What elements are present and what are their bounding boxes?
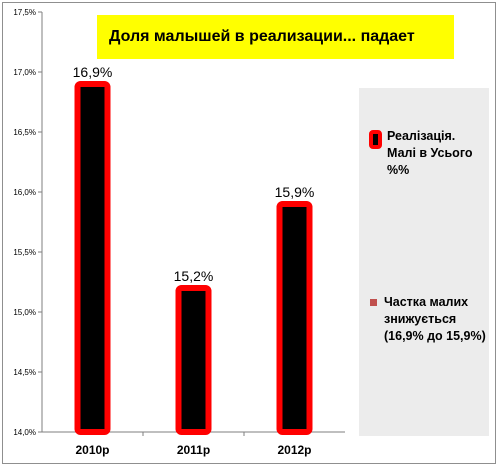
y-tick-label: 16,5% <box>13 128 36 137</box>
bar-value-label: 15,2% <box>174 268 214 284</box>
legend-label-sales-share: Реалізація. Малі в Усього %% <box>387 129 473 177</box>
x-axis: 2010р 2011р 2012р <box>42 431 345 457</box>
legend-item-sales-share: Реалізація. Малі в Усього %% <box>369 128 487 179</box>
x-category-label: 2011р <box>177 443 210 457</box>
bars <box>74 81 313 435</box>
x-category-label: 2010р <box>75 443 109 457</box>
legend-item-share-decline: Частка малих знижується (16,9% до 15,9%) <box>369 294 488 345</box>
legend-label-share-decline: Частка малих знижується (16,9% до 15,9%) <box>384 295 486 343</box>
x-category-label: 2012р <box>277 443 311 457</box>
legend-swatch-square-icon <box>370 299 377 306</box>
y-tick-label: 14,0% <box>13 428 36 437</box>
y-tick-label: 15,0% <box>13 308 36 317</box>
y-tick-label: 17,5% <box>13 8 36 17</box>
bar <box>175 285 212 435</box>
bar <box>74 81 111 435</box>
bar <box>276 201 313 435</box>
y-tick-label: 17,0% <box>13 68 36 77</box>
y-tick-label: 16,0% <box>13 188 36 197</box>
y-tick-label: 14,5% <box>13 368 36 377</box>
data-labels: 16,9% 15,2% 15,9% <box>73 64 315 284</box>
chart-title: Доля малышей в реализации... падает <box>109 28 415 45</box>
y-axis: 14,0% 14,5% 15,0% 15,5% 16,0% 16,5% 17,0% 17,5% <box>13 8 43 437</box>
y-tick-label: 15,5% <box>13 248 36 257</box>
legend-swatch-bar-icon <box>369 130 382 149</box>
bar-value-label: 15,9% <box>275 184 315 200</box>
bar-value-label: 16,9% <box>73 64 113 80</box>
legend: Реалізація. Малі в Усього %% Частка мали… <box>359 88 489 436</box>
chart-title-box: Доля малышей в реализации... падает <box>97 15 454 59</box>
